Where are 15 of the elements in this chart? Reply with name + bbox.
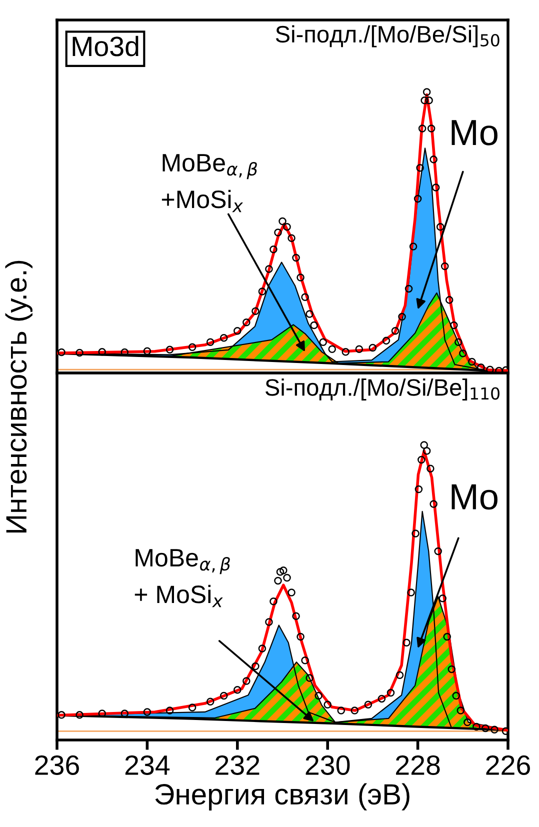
- x-tick-label: 232: [216, 755, 260, 775]
- x-tick-label: 230: [306, 755, 350, 775]
- x-axis-title: Энергия связи (эВ): [155, 783, 410, 810]
- x-tick-label: 226: [486, 755, 530, 775]
- chart-title: Si-подл./[Mo/Si/Be]$_{110}$: [265, 378, 500, 401]
- y-axis-title: Интенсивность (у.е.): [5, 260, 32, 533]
- text: Mo3d: [72, 36, 138, 56]
- annotation: MoBe$_{α,β}$ + MoSi$_{x}$: [134, 549, 230, 608]
- x-tick-label: 228: [396, 755, 440, 775]
- annotation: MoBe$_{α,β}$ +MoSi$_{x}$: [162, 154, 257, 212]
- x-tick-label: 236: [35, 755, 79, 775]
- annotation: Mo: [452, 120, 498, 146]
- chart-title: Si-подл./[Mo/Be/Si]$_{50}$: [276, 25, 500, 48]
- x-tick-label: 234: [125, 755, 170, 775]
- annotation: Mo: [452, 484, 498, 510]
